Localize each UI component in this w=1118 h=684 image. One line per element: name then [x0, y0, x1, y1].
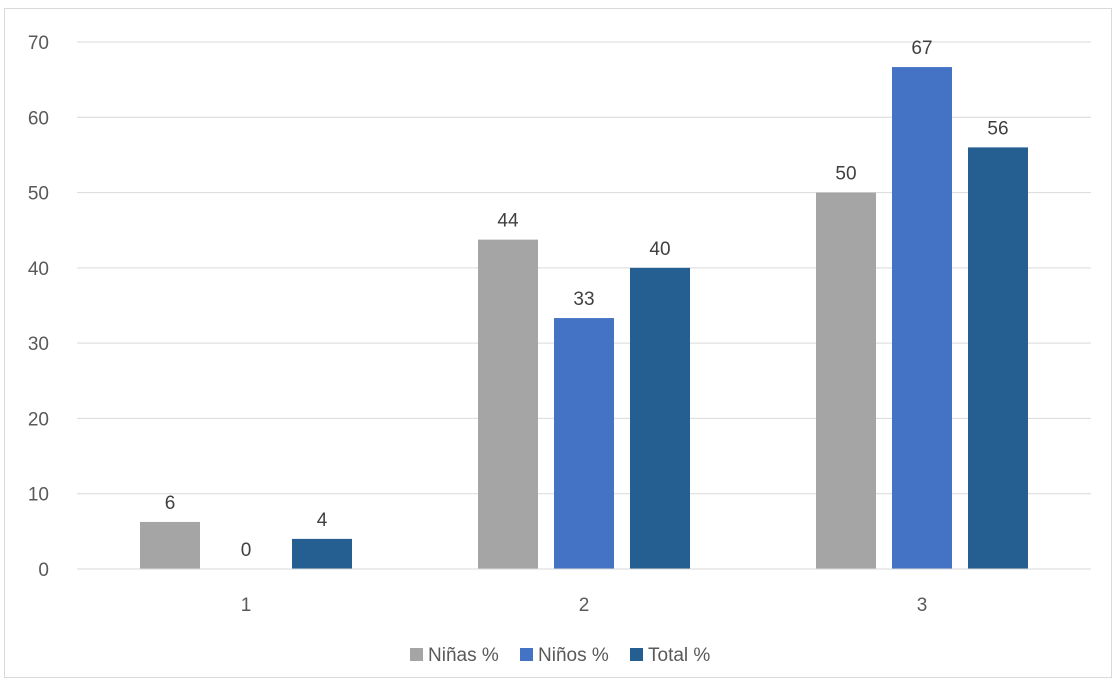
data-label: 33: [573, 289, 594, 310]
y-tick-label: 50: [28, 184, 49, 205]
bar-1-cat-2: [478, 239, 538, 569]
legend-swatch: [630, 648, 643, 661]
legend-swatch: [520, 648, 533, 661]
data-label: 0: [241, 540, 252, 561]
bar-1-cat-1: [140, 521, 200, 569]
x-tick-label: 2: [579, 595, 590, 616]
y-tick-label: 10: [28, 485, 49, 506]
data-label: 6: [165, 493, 176, 514]
y-tick-label: 60: [28, 108, 49, 129]
y-tick-label: 20: [28, 409, 49, 430]
data-label: 67: [911, 38, 932, 59]
x-tick-label: 3: [917, 595, 928, 616]
y-tick-label: 30: [28, 334, 49, 355]
data-label: 44: [497, 211, 519, 232]
y-tick-label: 70: [28, 33, 49, 54]
y-tick-label: 0: [38, 560, 49, 581]
y-tick-label: 40: [28, 259, 49, 280]
data-label: 40: [649, 239, 670, 260]
data-label: 56: [987, 118, 1008, 139]
bar-2-cat-2: [554, 318, 614, 569]
legend-label[interactable]: Total %: [648, 645, 710, 666]
x-tick-label: 1: [241, 595, 252, 616]
bar-1-cat-3: [816, 192, 876, 570]
legend-swatch: [410, 648, 423, 661]
bar-3-cat-3: [968, 147, 1028, 569]
bar-3-cat-1: [292, 538, 352, 569]
data-label: 50: [835, 164, 856, 185]
bar-2-cat-3: [892, 67, 952, 570]
bar-3-cat-2: [630, 267, 690, 569]
legend-label[interactable]: Niñas %: [428, 645, 499, 666]
data-label: 4: [317, 510, 328, 531]
legend-label[interactable]: Niños %: [538, 645, 609, 666]
